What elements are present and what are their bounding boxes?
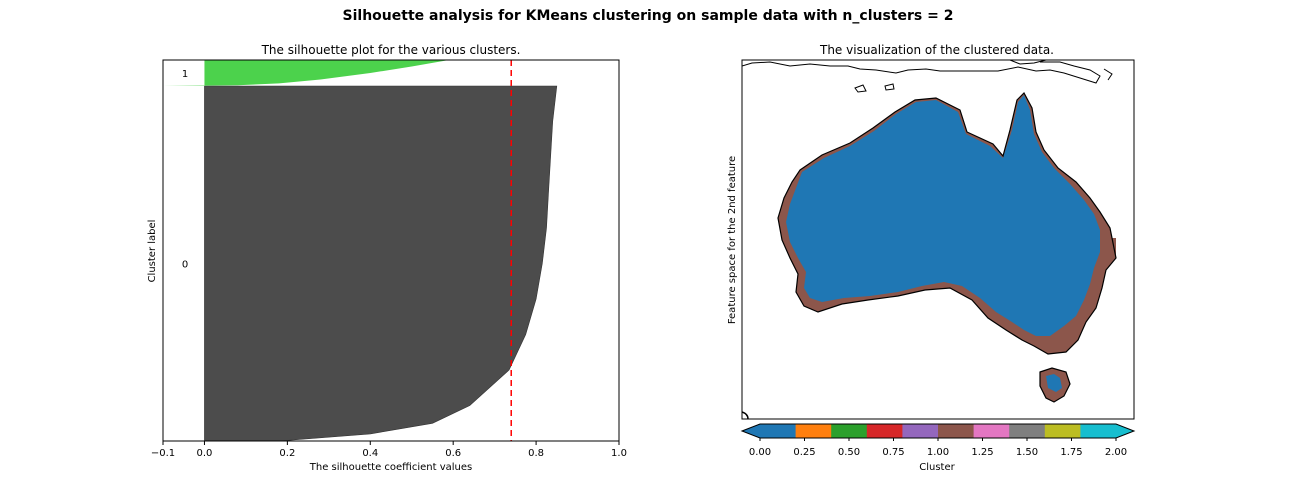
cluster-label-0: 0 bbox=[182, 260, 188, 271]
island-coastline bbox=[1103, 68, 1113, 81]
colorbar-tick-label: 1.75 bbox=[1060, 447, 1082, 458]
tasmania-cluster-0 bbox=[1046, 374, 1062, 392]
colorbar-segment bbox=[795, 424, 832, 438]
island-coastline bbox=[1009, 60, 1047, 65]
island-coastline bbox=[854, 84, 867, 93]
island-coastline bbox=[884, 83, 895, 91]
colorbar-segment bbox=[1009, 424, 1046, 438]
silhouette-x-tick-label: 1.0 bbox=[611, 448, 627, 459]
map-plot-frame bbox=[741, 59, 1135, 420]
colorbar-tick-label: 0.00 bbox=[749, 447, 771, 458]
silhouette-cluster-1 bbox=[163, 60, 449, 86]
silhouette-x-tick-label: 0.4 bbox=[362, 448, 378, 459]
mainland-cluster-0 bbox=[786, 95, 1100, 336]
colorbar-segment bbox=[831, 424, 868, 438]
colorbar-label: Cluster bbox=[919, 462, 955, 473]
colorbar-segment bbox=[973, 424, 1010, 438]
silhouette-x-tick-label: 0.2 bbox=[279, 448, 295, 459]
colorbar-tick-label: 1.00 bbox=[927, 447, 949, 458]
silhouette-bands bbox=[163, 60, 558, 441]
colorbar-extend-max bbox=[1116, 424, 1134, 438]
colorbar-tick-label: 2.00 bbox=[1105, 447, 1127, 458]
colorbar-segment bbox=[902, 424, 939, 438]
png-coastline bbox=[742, 61, 1101, 84]
colorbar-segment bbox=[938, 424, 975, 438]
colorbar-tick-label: 1.50 bbox=[1016, 447, 1038, 458]
colorbar-extend-min bbox=[742, 424, 760, 438]
silhouette-plot-title: The silhouette plot for the various clus… bbox=[261, 43, 521, 57]
tasmania-coastline bbox=[1039, 367, 1071, 403]
map-layers bbox=[742, 60, 1117, 419]
colorbar: 0.00 0.25 0.50 0.75 1.00 1.25 1.50 1.75 2.00 Clu… bbox=[740, 423, 1136, 473]
island-coastline bbox=[742, 411, 749, 419]
silhouette-plot-frame bbox=[162, 59, 620, 442]
colorbar-ticks: 0.00 0.25 0.50 0.75 1.00 1.25 1.50 1.75 2.00 bbox=[749, 438, 1127, 458]
colorbar-tick-label: 0.50 bbox=[838, 447, 860, 458]
silhouette-plot: −0.1 0.0 0.2 0.4 0.6 0.8 1.0 01 The silhouette… bbox=[147, 43, 627, 473]
cluster-map: The visualization of the clustered data.… bbox=[727, 43, 1136, 473]
silhouette-x-tick-label: 0.8 bbox=[528, 448, 544, 459]
silhouette-x-label: The silhouette coefficient values bbox=[309, 462, 473, 473]
silhouette-x-tick-label: −0.1 bbox=[151, 448, 175, 459]
silhouette-x-ticks: −0.1 0.0 0.2 0.4 0.6 0.8 1.0 bbox=[151, 441, 627, 459]
cluster-0-coastal-patch bbox=[1086, 214, 1092, 232]
figure-title: Silhouette analysis for KMeans clusterin… bbox=[342, 8, 954, 24]
colorbar-segment bbox=[866, 424, 903, 438]
colorbar-segment bbox=[1044, 424, 1081, 438]
cluster-labels: 01 bbox=[182, 69, 188, 271]
silhouette-cluster-0 bbox=[204, 85, 558, 441]
colorbar-segment bbox=[760, 424, 797, 438]
colorbar-tick-label: 0.75 bbox=[882, 447, 904, 458]
silhouette-y-label: Cluster label bbox=[147, 220, 158, 283]
colorbar-segments bbox=[760, 424, 1117, 438]
map-y-label: Feature space for the 2nd feature bbox=[727, 156, 738, 324]
cluster-1-coastal-patch bbox=[1108, 238, 1116, 256]
silhouette-x-tick-label: 0.0 bbox=[197, 448, 213, 459]
map-plot-title: The visualization of the clustered data. bbox=[819, 43, 1054, 57]
cluster-label-1: 1 bbox=[182, 69, 188, 80]
colorbar-segment bbox=[1080, 424, 1117, 438]
australia-coastline bbox=[777, 92, 1117, 355]
silhouette-x-tick-label: 0.6 bbox=[445, 448, 461, 459]
colorbar-tick-label: 0.25 bbox=[793, 447, 815, 458]
colorbar-tick-label: 1.25 bbox=[971, 447, 993, 458]
